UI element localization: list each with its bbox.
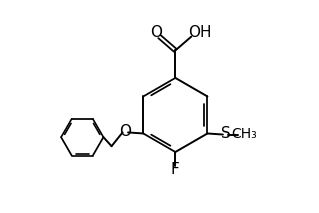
Text: O: O: [119, 124, 131, 139]
Text: OH: OH: [189, 25, 212, 40]
Text: CH₃: CH₃: [232, 127, 257, 141]
Text: O: O: [150, 24, 162, 40]
Text: S: S: [220, 126, 230, 141]
Text: F: F: [171, 163, 180, 177]
